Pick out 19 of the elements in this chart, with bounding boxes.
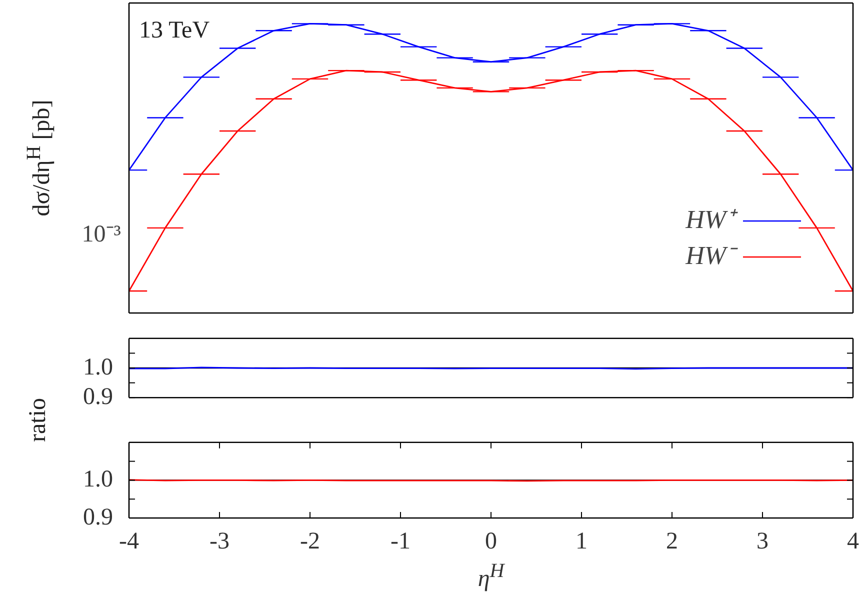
x-tick-label: -4 [119, 528, 139, 555]
y-tick-label: 1.0 [83, 354, 113, 380]
x-tick-label: 2 [666, 528, 678, 555]
x-tick-label: 1 [576, 528, 588, 555]
y-tick-label: 1.0 [83, 466, 113, 492]
x-tick-label: -3 [210, 528, 230, 555]
text: 10⁻³ [82, 221, 121, 248]
y-tick-label: 0.9 [83, 384, 113, 410]
legend-label: HW⁻ [684, 240, 738, 270]
annotation: 13 TeV [139, 17, 210, 44]
y-axis-title: ratio [24, 398, 52, 442]
x-tick-label: -2 [300, 528, 320, 555]
x-tick-label: 4 [847, 528, 859, 555]
x-axis-title: η$^{H}$ [478, 559, 504, 592]
legend-label: HW⁺ [684, 204, 738, 234]
x-tick-label: 0 [485, 528, 497, 555]
y-tick-label: 0.9 [83, 504, 113, 530]
x-tick-label: 3 [756, 528, 768, 555]
x-tick-label: -1 [390, 528, 410, 555]
